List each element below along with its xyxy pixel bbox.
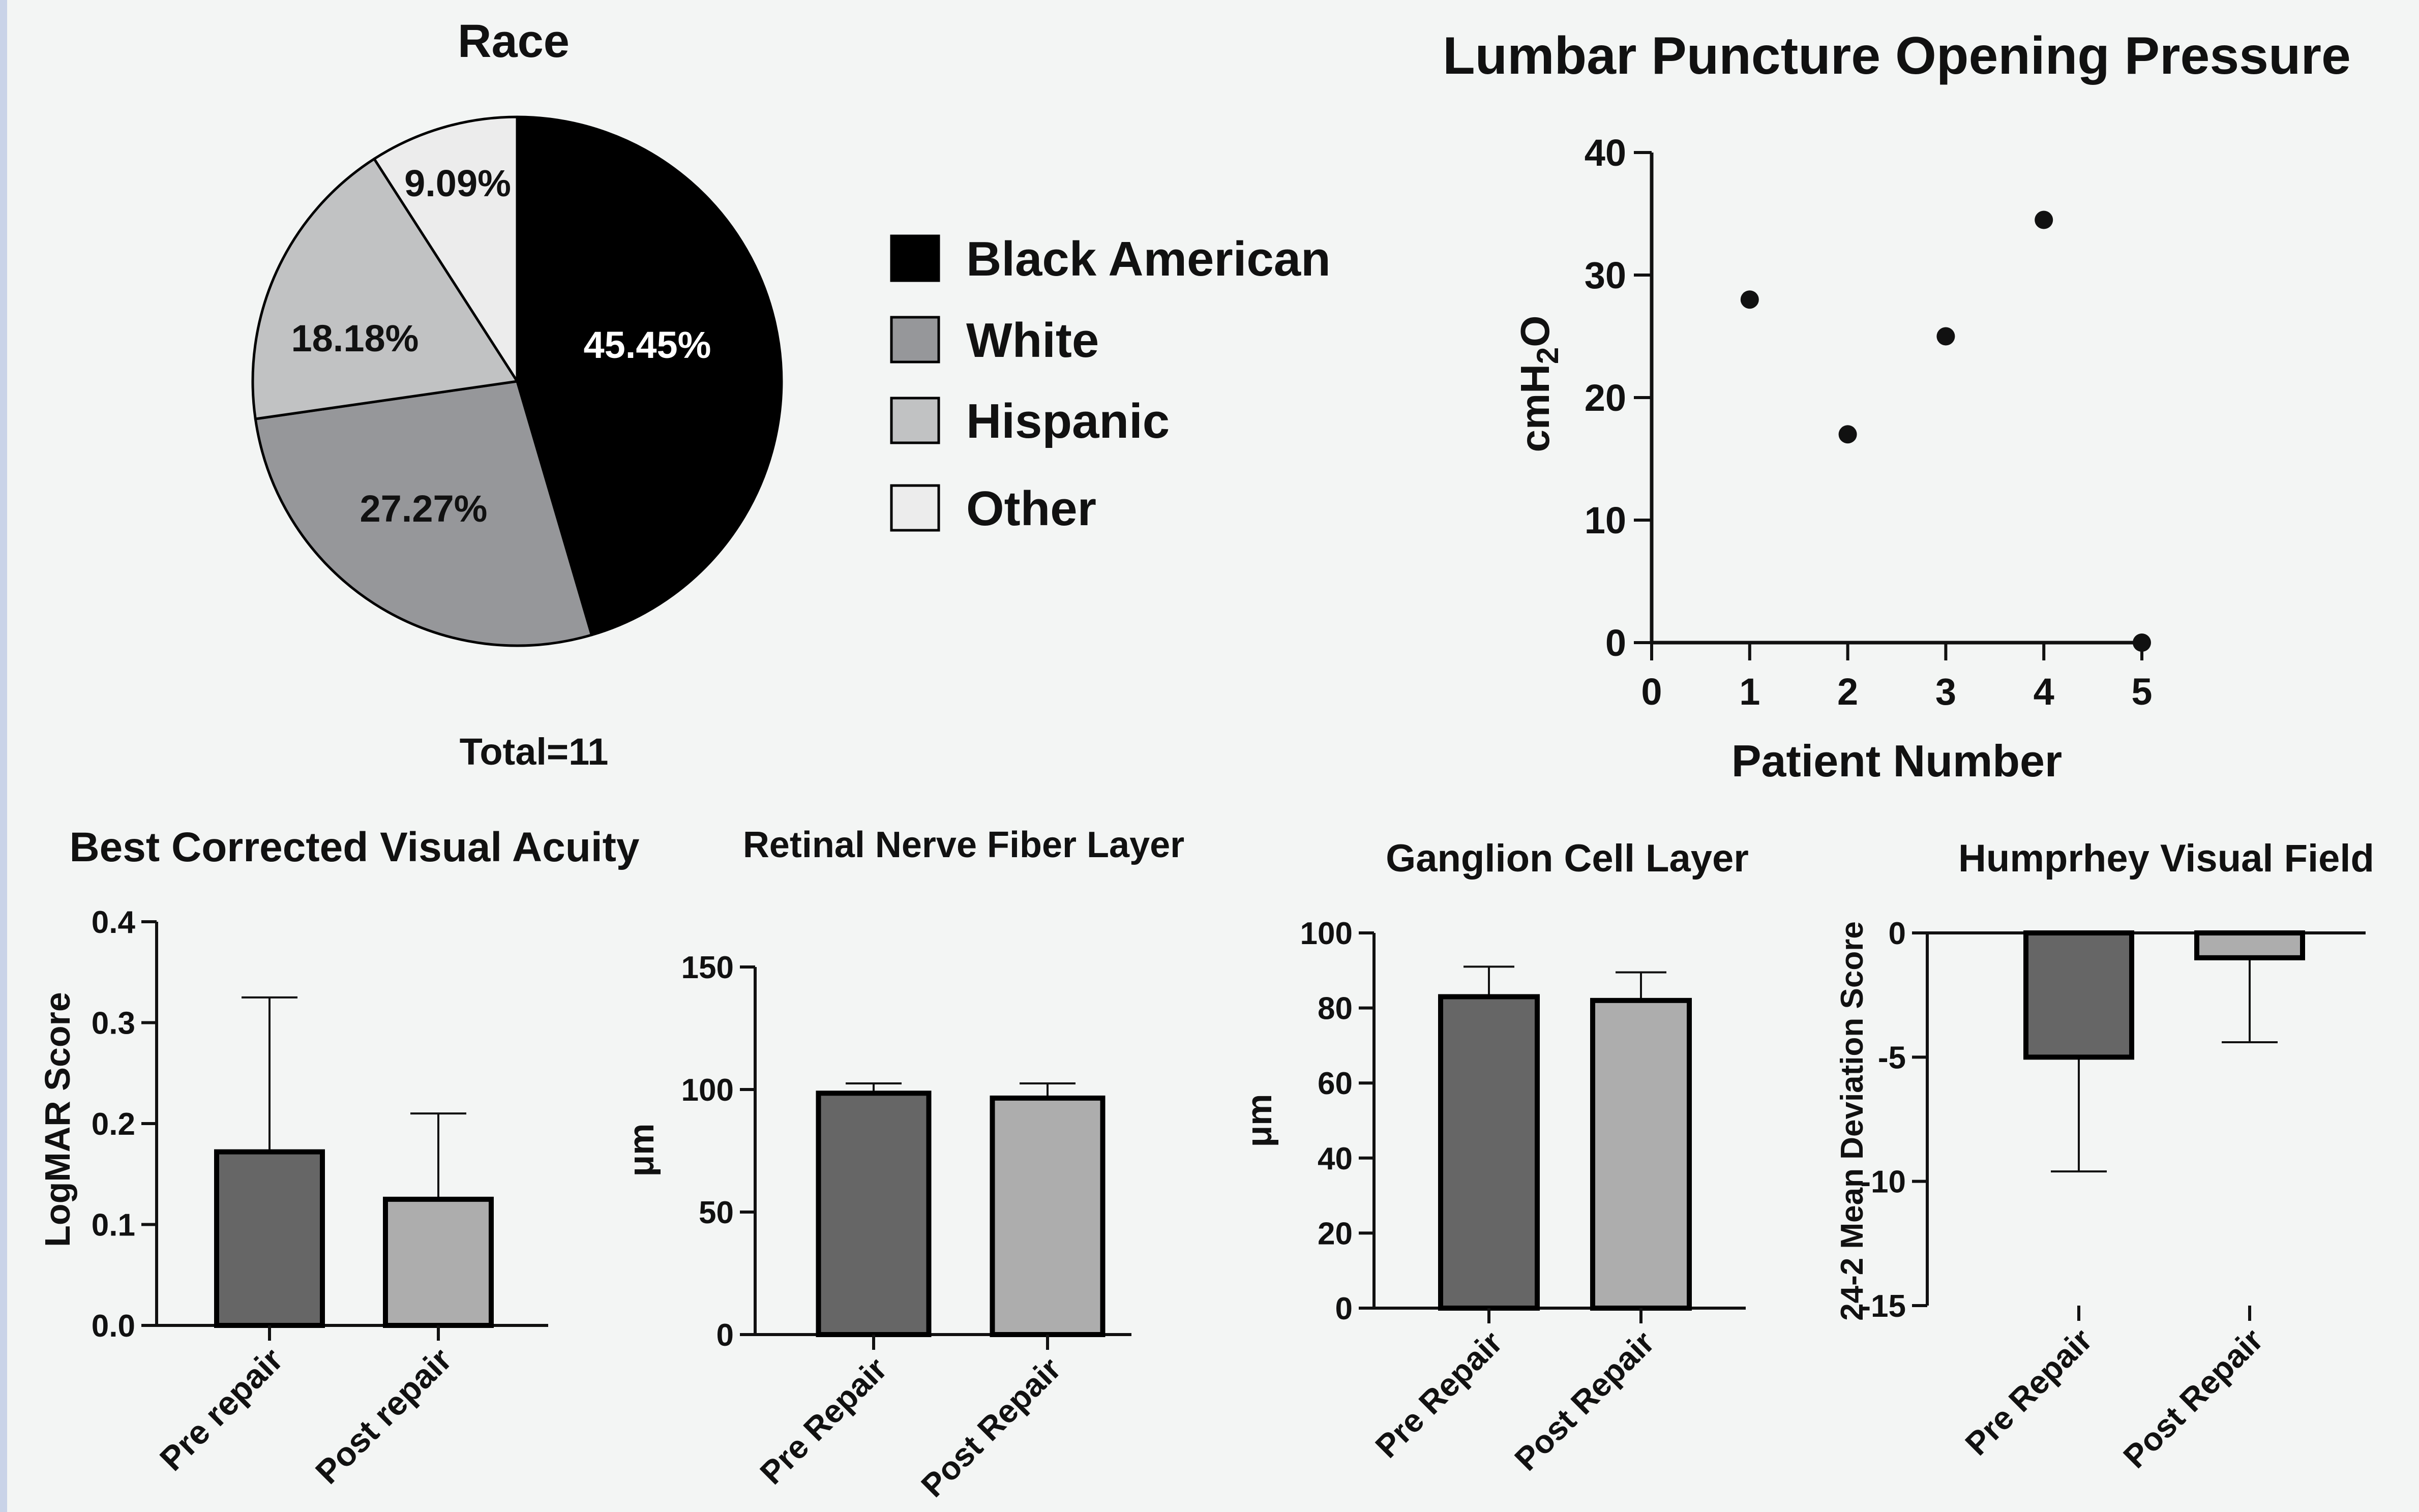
rnfl-category-label: Pre Repair xyxy=(753,1350,894,1491)
pie-label-white: 27.27% xyxy=(360,488,488,530)
gcl-category-label: Post Repair xyxy=(1508,1324,1661,1477)
hvf-ytick-label: -15 xyxy=(1860,1289,1906,1324)
bcva-category-label: Post repair xyxy=(308,1341,459,1491)
lumbar-point-2 xyxy=(1838,425,1857,444)
lumbar-xtick-label: 5 xyxy=(2131,671,2152,713)
legend-swatch-other xyxy=(890,484,940,532)
gcl-ytick-label: 60 xyxy=(1318,1066,1353,1101)
lumbar-title: Lumbar Puncture Opening Pressure xyxy=(1443,26,2351,85)
lumbar-xtick-label: 3 xyxy=(1935,671,1956,713)
rnfl-title: Retinal Nerve Fiber Layer xyxy=(743,825,1184,865)
rnfl-category-label: Post Repair xyxy=(914,1350,1068,1504)
gcl-ytick-label: 80 xyxy=(1318,991,1353,1026)
hvf-ylabel: 24-2 Mean Deviation Score xyxy=(1835,921,1870,1321)
rnfl-bar-chart: Retinal Nerve Fiber Layer 0 50 100 150 μm Pre … xyxy=(621,825,1184,1504)
legend-swatch-white xyxy=(890,316,940,364)
rnfl-ylabel: μm xyxy=(621,1123,661,1176)
race-total: Total=11 xyxy=(460,731,609,773)
lumbar-ytick-label: 30 xyxy=(1585,254,1626,296)
bcva-ylabel: LogMAR Score xyxy=(38,992,77,1247)
pie-label-black-american: 45.45% xyxy=(584,324,711,366)
lumbar-xtick-label: 4 xyxy=(2034,671,2054,713)
bcva-ytick-label: 0.1 xyxy=(92,1208,135,1243)
bcva-ytick-label: 0.2 xyxy=(92,1107,135,1142)
hvf-bar-1 xyxy=(2023,930,2134,1060)
pie-label-other: 9.09% xyxy=(404,162,511,204)
hvf-ytick-label: -10 xyxy=(1860,1165,1906,1200)
legend-label-other: Other xyxy=(966,481,1096,536)
legend-label-white: White xyxy=(966,313,1099,368)
rnfl-bar-1 xyxy=(816,1091,932,1337)
hvf-ytick-label: 0 xyxy=(1889,916,1906,951)
lumbar-ytick-label: 10 xyxy=(1585,499,1626,541)
pie-slice-black-american xyxy=(516,115,783,637)
bcva-title: Best Corrected Visual Acuity xyxy=(69,824,639,870)
lumbar-xlabel: Patient Number xyxy=(1731,736,2062,786)
lumbar-point-3 xyxy=(1936,327,1955,346)
pie-slice-white xyxy=(254,380,593,647)
hvf-title: Humprhey Visual Field xyxy=(1958,837,2374,880)
lumbar-ytick-label: 20 xyxy=(1585,377,1626,419)
legend-swatch-black-american xyxy=(890,234,940,282)
gcl-ytick-label: 40 xyxy=(1318,1141,1353,1176)
bcva-ytick-label: 0.3 xyxy=(92,1006,135,1041)
bcva-ytick-label: 0.4 xyxy=(92,905,136,940)
bcva-bar-1 xyxy=(214,1149,325,1328)
gcl-ytick-label: 20 xyxy=(1318,1216,1353,1251)
lumbar-xtick-label: 2 xyxy=(1837,671,1858,713)
gcl-bar-1 xyxy=(1438,994,1540,1311)
legend-swatch-hispanic xyxy=(890,397,940,444)
legend-label-black-american: Black American xyxy=(966,232,1331,286)
rnfl-ytick-label: 100 xyxy=(681,1073,734,1108)
pie-slice-other xyxy=(373,115,519,383)
legend-label-hispanic: Hispanic xyxy=(966,394,1170,448)
lumbar-ytick-label: 40 xyxy=(1585,132,1626,174)
lumbar-point-4 xyxy=(2035,210,2053,229)
gcl-title: Ganglion Cell Layer xyxy=(1386,837,1749,880)
hvf-category-label: Post Repair xyxy=(2116,1321,2270,1475)
gcl-ylabel: μm xyxy=(1239,1094,1279,1147)
gcl-bar-chart: Ganglion Cell Layer 0 20 40 60 80 100 μm Pre Rep… xyxy=(1239,837,1749,1477)
bcva-ytick-label: 0.0 xyxy=(92,1309,135,1344)
race-title: Race xyxy=(458,15,570,67)
hvf-ytick-label: -5 xyxy=(1878,1040,1906,1075)
lumbar-xtick-label: 0 xyxy=(1641,671,1662,713)
rnfl-ytick-label: 150 xyxy=(681,950,734,985)
pie-slice-hispanic xyxy=(251,158,519,420)
lumbar-scatter-chart: Lumbar Puncture Opening Pressure01020304… xyxy=(1443,26,2351,786)
left-edge-strip xyxy=(0,0,7,1512)
lumbar-point-5 xyxy=(2133,633,2151,652)
rnfl-bar-2 xyxy=(990,1095,1106,1338)
lumbar-ytick-label: 0 xyxy=(1605,622,1626,664)
bcva-category-label: Pre repair xyxy=(153,1341,290,1478)
race-pie-chart: Race 45.45% 27.27% 18.18% 9.09% Black America… xyxy=(251,15,1331,773)
lumbar-ylabel: cmH2O xyxy=(1512,315,1565,452)
lumbar-xtick-label: 1 xyxy=(1739,671,1760,713)
lumbar-point-1 xyxy=(1740,290,1759,309)
pie-label-hispanic: 18.18% xyxy=(291,317,419,359)
hvf-bar-2 xyxy=(2194,930,2305,960)
bcva-bar-2 xyxy=(383,1196,494,1328)
bcva-bar-chart: Best Corrected Visual Acuity 0.0 0.1 0.2 0.3… xyxy=(38,824,640,1491)
rnfl-ytick-label: 50 xyxy=(699,1195,734,1230)
gcl-category-label: Pre Repair xyxy=(1368,1324,1509,1465)
hvf-category-label: Pre Repair xyxy=(1958,1321,2099,1462)
gcl-ytick-label: 100 xyxy=(1300,916,1353,951)
gcl-bar-2 xyxy=(1590,997,1692,1311)
gcl-ytick-label: 0 xyxy=(1335,1291,1353,1326)
rnfl-ytick-label: 0 xyxy=(716,1318,734,1353)
